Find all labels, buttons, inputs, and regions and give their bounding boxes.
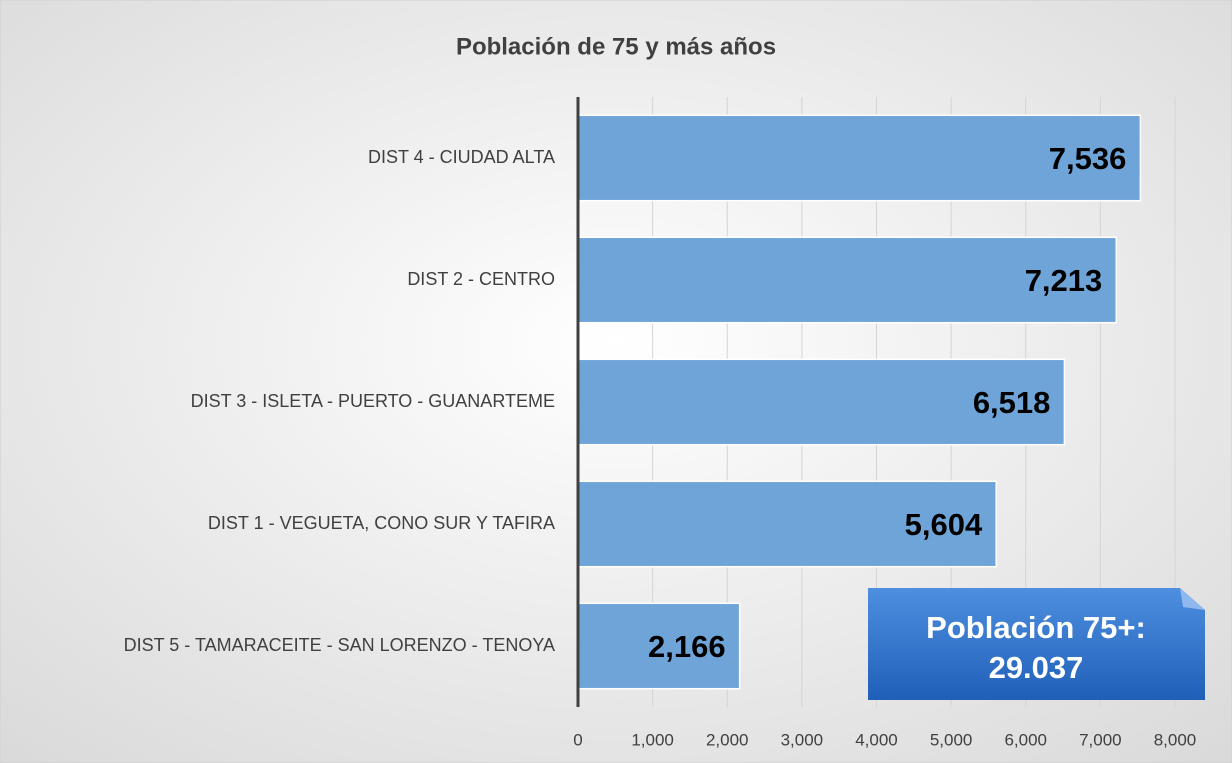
y-tick-label: DIST 4 - CIUDAD ALTA (368, 147, 555, 167)
x-tick-label: 7,000 (1079, 730, 1122, 749)
x-tick-label: 5,000 (930, 730, 973, 749)
value-label: 5,604 (905, 507, 983, 542)
annotation-line: Población 75+: (926, 610, 1146, 645)
x-tick-label: 6,000 (1004, 730, 1047, 749)
value-label: 2,166 (648, 629, 726, 664)
y-tick-label: DIST 2 - CENTRO (407, 269, 555, 289)
value-label: 7,536 (1049, 141, 1127, 176)
value-label: 7,213 (1025, 263, 1103, 298)
x-tick-label: 8,000 (1154, 730, 1197, 749)
value-label: 6,518 (973, 385, 1051, 420)
x-tick-label: 2,000 (706, 730, 749, 749)
bar (577, 236, 1118, 324)
x-tick-label: 1,000 (631, 730, 674, 749)
bar (577, 480, 997, 568)
x-tick-label: 0 (573, 730, 582, 749)
x-tick-label: 4,000 (855, 730, 898, 749)
annotation-box: Población 75+: 29.037 (868, 588, 1205, 700)
y-tick-label: DIST 3 - ISLETA - PUERTO - GUANARTEME (191, 391, 555, 411)
annotation-shape (868, 588, 1205, 700)
annotation-line: 29.037 (989, 650, 1084, 685)
annotation-fold (1180, 588, 1205, 610)
chart-title: Población de 75 y más años (456, 33, 776, 60)
x-tick-label: 3,000 (781, 730, 824, 749)
bar (577, 114, 1142, 202)
bar (577, 602, 741, 690)
y-tick-label: DIST 5 - TAMARACEITE - SAN LORENZO - TEN… (124, 635, 555, 655)
y-tick-label: DIST 1 - VEGUETA, CONO SUR Y TAFIRA (208, 513, 555, 533)
bar (577, 358, 1066, 446)
